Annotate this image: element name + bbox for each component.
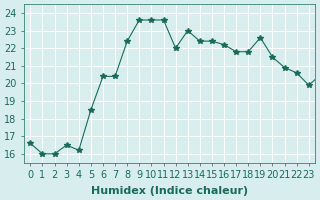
X-axis label: Humidex (Indice chaleur): Humidex (Indice chaleur) (91, 186, 248, 196)
